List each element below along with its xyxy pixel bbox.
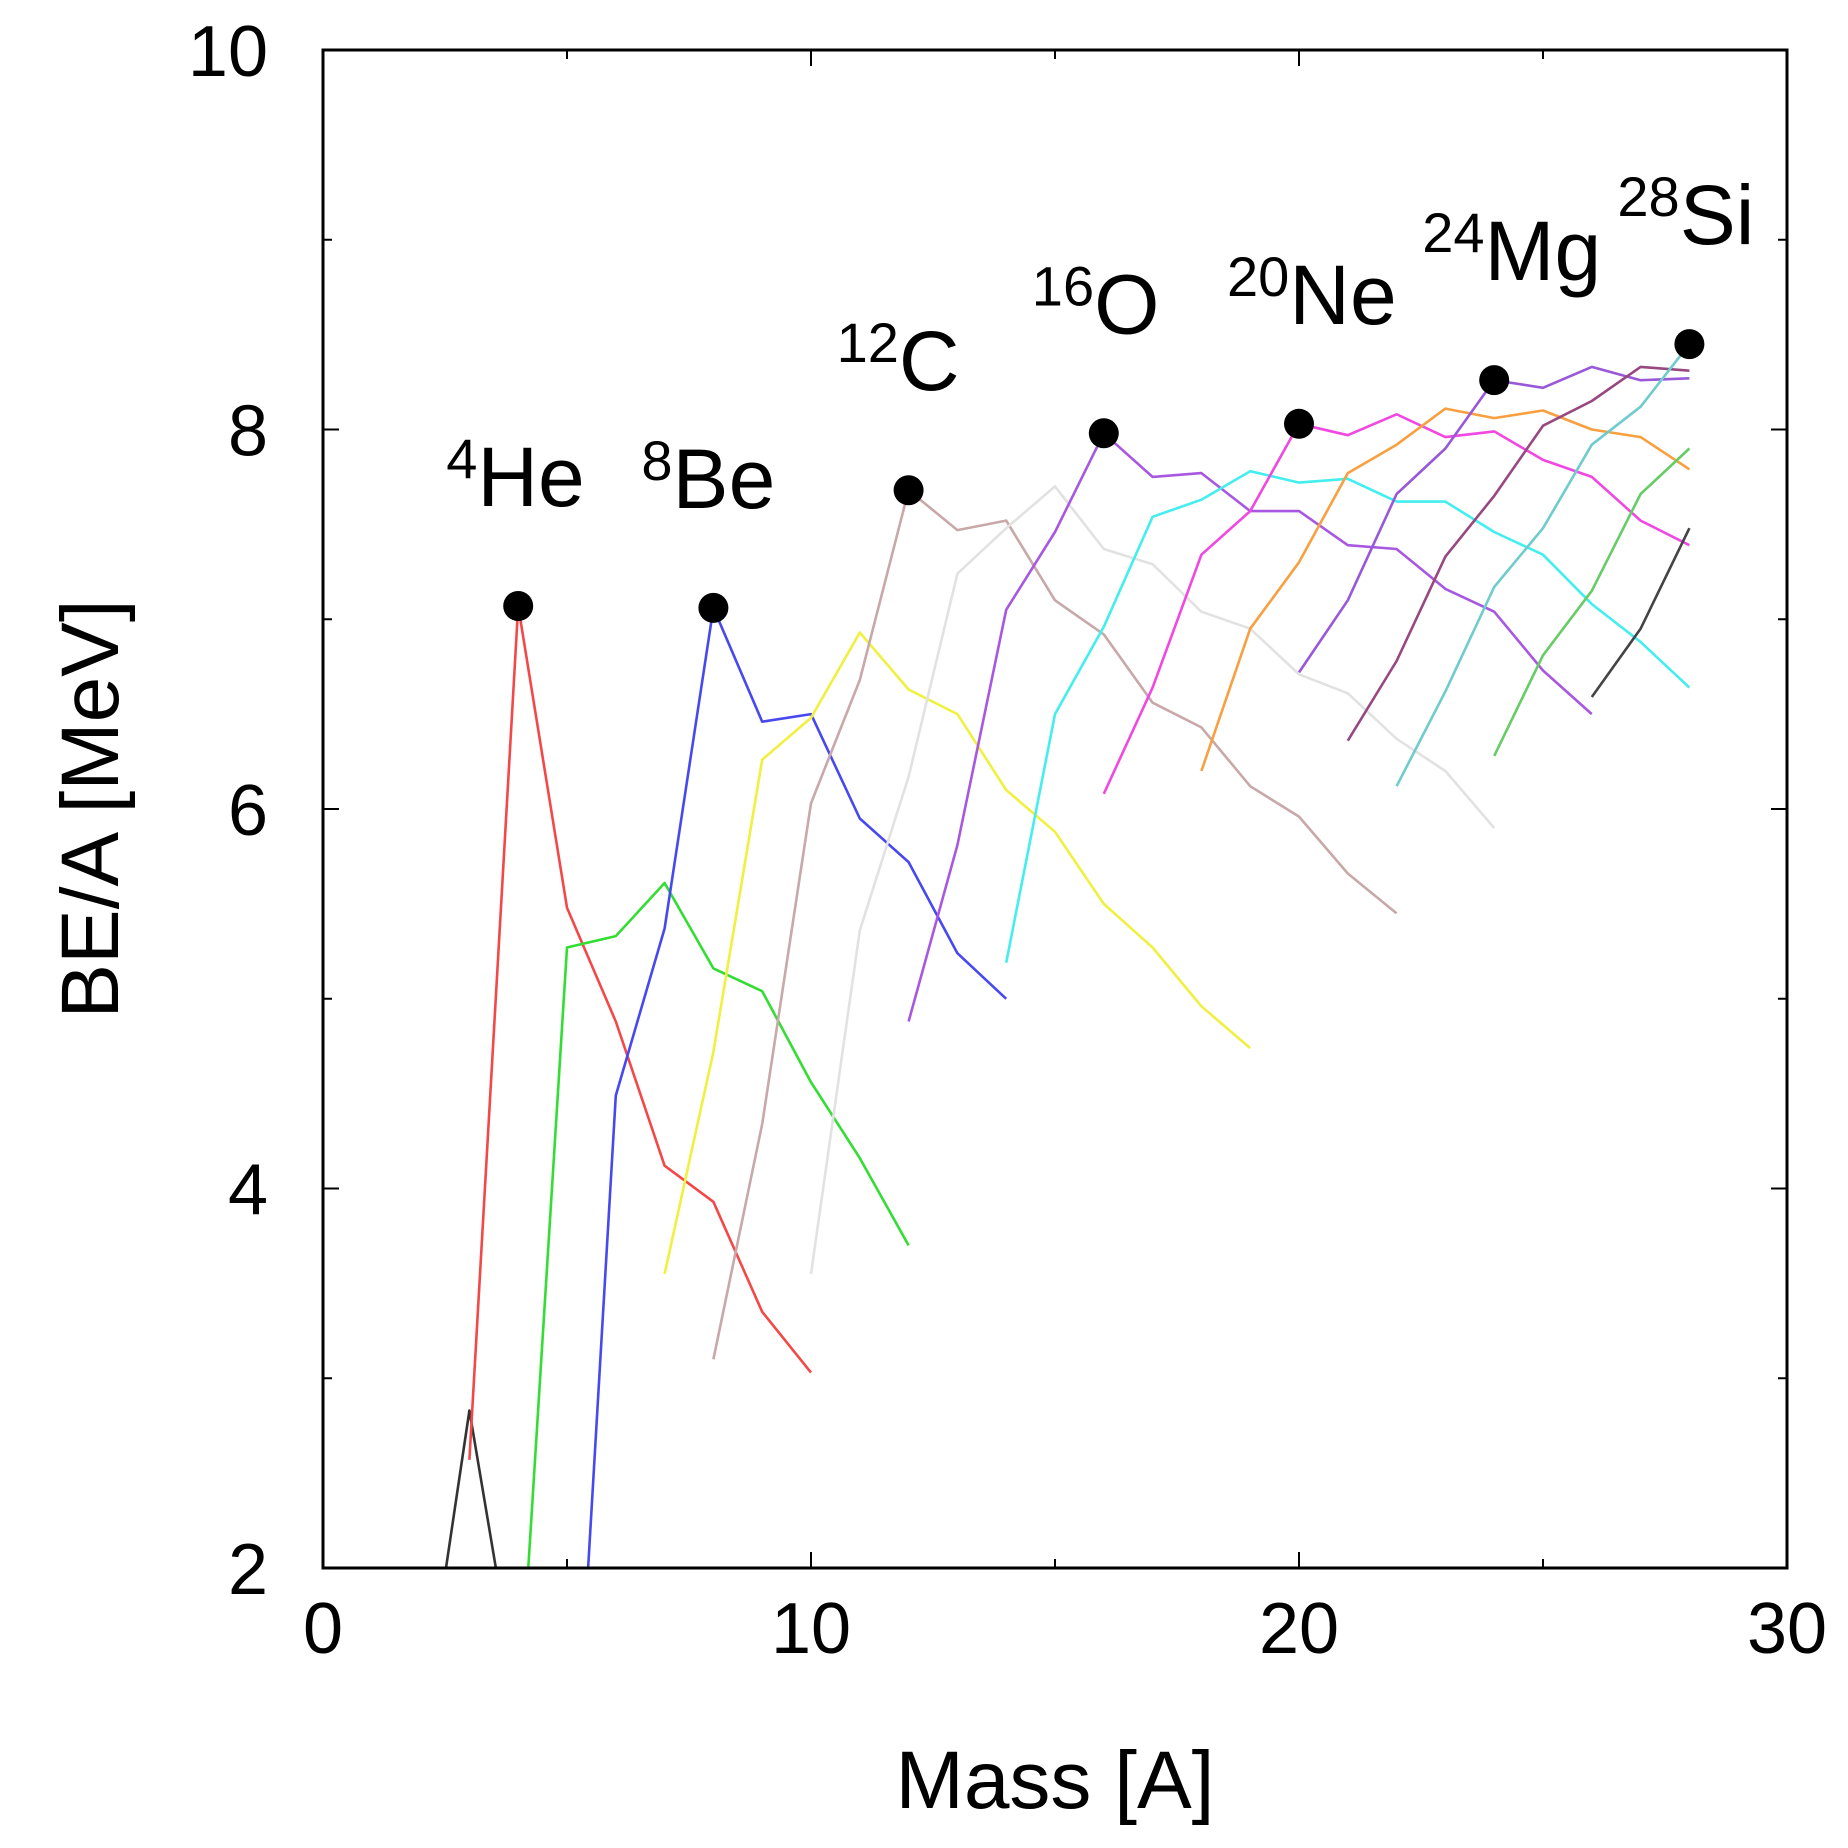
series-line-c (712, 488, 1398, 1360)
label-symbol: Mg (1484, 204, 1601, 298)
label-mass-number: 4 (446, 427, 477, 490)
label-mass-number: 8 (641, 429, 672, 492)
series-line-n (809, 485, 1496, 1275)
label-symbol: O (1094, 257, 1159, 351)
label-mass-number: 12 (837, 311, 899, 374)
label-symbol: Ne (1289, 248, 1396, 342)
series-line-he (468, 604, 813, 1460)
x-axis-label: Mass [A] (896, 1735, 1215, 1826)
y-tick-label: 2 (228, 1530, 268, 1610)
label-mg: 24Mg (1422, 201, 1601, 298)
y-tick-label: 10 (188, 12, 268, 92)
series-line-h (444, 1409, 498, 1568)
series-line-al (1346, 365, 1690, 742)
series-layer (444, 343, 1691, 1568)
series-line-f (1004, 469, 1691, 963)
label-si: 28Si (1617, 165, 1754, 262)
series-line-li (526, 881, 910, 1568)
x-tick-label: 0 (303, 1589, 343, 1669)
series-line-s (1590, 527, 1691, 698)
label-symbol: Si (1680, 168, 1755, 262)
label-symbol: Be (673, 432, 776, 526)
point-mg (1479, 365, 1510, 396)
series-line-si (1395, 343, 1691, 787)
label-o: 16O (1032, 254, 1160, 351)
label-c: 12C (837, 311, 960, 408)
point-c (893, 475, 924, 506)
point-be (698, 592, 729, 623)
series-line-p (1493, 447, 1691, 757)
y-tick-label: 6 (228, 771, 268, 851)
point-he (503, 590, 534, 621)
label-mass-number: 24 (1422, 201, 1484, 264)
label-mass-number: 28 (1617, 165, 1679, 228)
series-line-be (586, 606, 1008, 1568)
label-ne: 20Ne (1227, 245, 1397, 342)
point-si (1674, 329, 1705, 360)
x-tick-label: 10 (771, 1589, 851, 1669)
y-axis-label: BE/A [MeV] (45, 599, 136, 1018)
label-mass-number: 16 (1032, 254, 1094, 317)
series-line-b (663, 631, 1252, 1275)
point-o (1088, 418, 1119, 449)
label-symbol: He (477, 430, 584, 524)
series-line-ne (1102, 412, 1690, 795)
label-symbol: C (899, 314, 960, 408)
y-tick-label: 8 (228, 392, 268, 472)
y-tick-label: 4 (228, 1151, 268, 1231)
point-ne (1284, 408, 1314, 439)
label-he: 4He (446, 427, 585, 524)
label-be: 8Be (641, 429, 775, 526)
x-tick-label: 30 (1747, 1589, 1827, 1669)
x-tick-label: 20 (1259, 1589, 1339, 1669)
label-mass-number: 20 (1227, 245, 1289, 308)
